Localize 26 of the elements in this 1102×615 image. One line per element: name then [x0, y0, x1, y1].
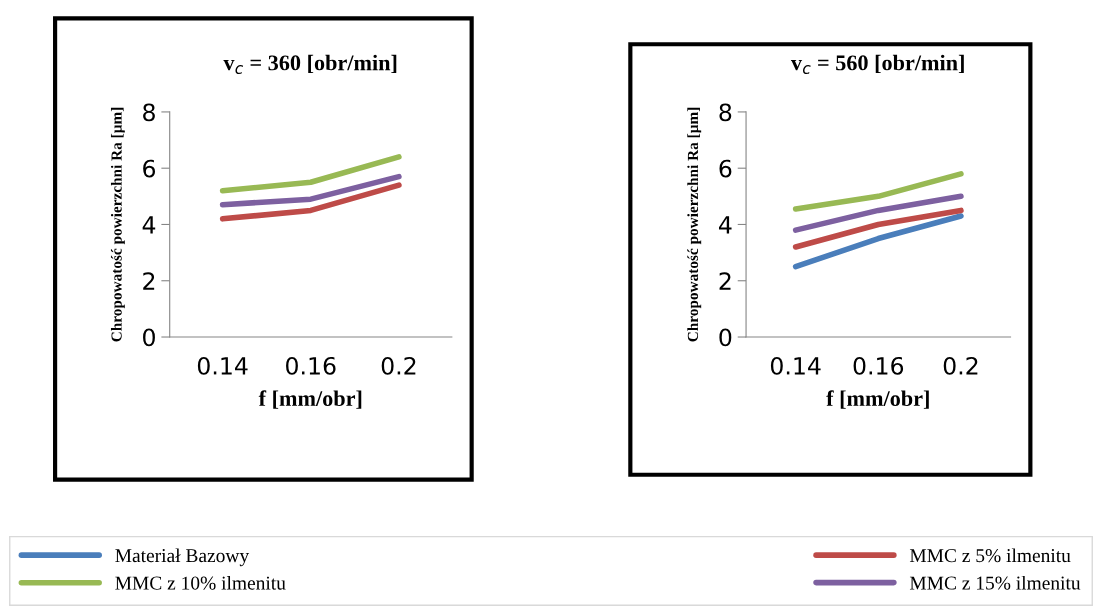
y-tick-label: 2 [143, 272, 155, 290]
legend-label: MMC z 5% ilmenitu [909, 548, 1071, 563]
y-tick-label: 0 [719, 328, 732, 347]
y-tick-label: 4 [718, 216, 732, 234]
x-tick-label: 0.2 [381, 356, 416, 375]
x-axis-title: f [mm/obr] [258, 390, 362, 409]
x-tick-label: 0.16 [286, 356, 336, 375]
x-tick-label: 0.14 [197, 356, 248, 375]
legend-label: Materiał Bazowy [115, 548, 250, 567]
y-tick-label: 6 [143, 159, 156, 178]
y-tick-label: 2 [719, 272, 731, 290]
legend-label: MMC z 15% ilmenitu [909, 575, 1081, 590]
chart-title: v$_{c}$ = 560 [obr/min] [790, 54, 964, 74]
y-tick-label: 0 [143, 328, 155, 347]
y-tick-label: 4 [142, 216, 156, 234]
legend-label: MMC z 10% ilmenitu [115, 575, 286, 590]
x-axis-title: f [mm/obr] [826, 390, 929, 409]
x-tick-label: 0.2 [943, 356, 978, 375]
y-axis-title: Chropowatość powierzchni Ra [µm] [110, 107, 125, 342]
y-tick-label: 6 [719, 159, 732, 178]
y-tick-label: 8 [719, 103, 732, 122]
x-tick-label: 0.14 [770, 356, 821, 375]
x-tick-label: 0.16 [853, 356, 904, 375]
y-tick-label: 8 [143, 103, 155, 122]
y-axis-title: Chropowatość powierzchni Ra [µm] [687, 107, 702, 342]
chart-title: v$_{c}$ = 360 [obr/min] [223, 54, 397, 74]
